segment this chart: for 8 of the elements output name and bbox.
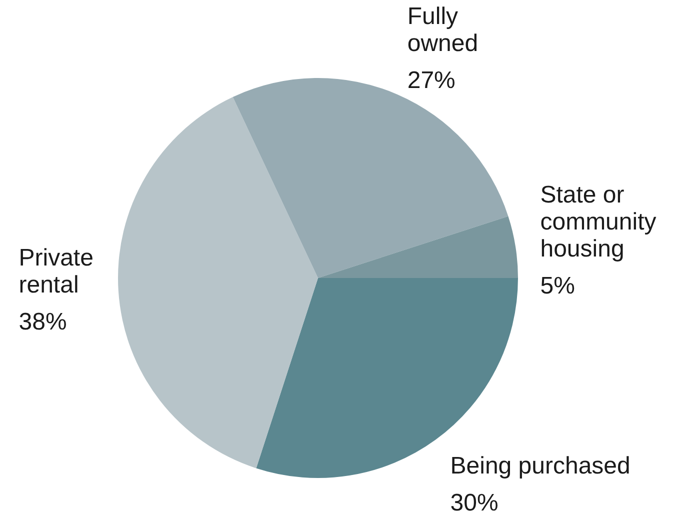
data-label: 5% [540, 272, 575, 300]
slice-label: Being purchased [450, 452, 630, 480]
slice-label: Fully owned [407, 3, 478, 58]
data-label: 38% [18, 308, 67, 336]
slice-label: Private rental [18, 244, 94, 298]
data-label: 27% [407, 67, 456, 94]
data-label: 30% [450, 490, 498, 517]
slice-label: State or community housing [540, 181, 656, 262]
